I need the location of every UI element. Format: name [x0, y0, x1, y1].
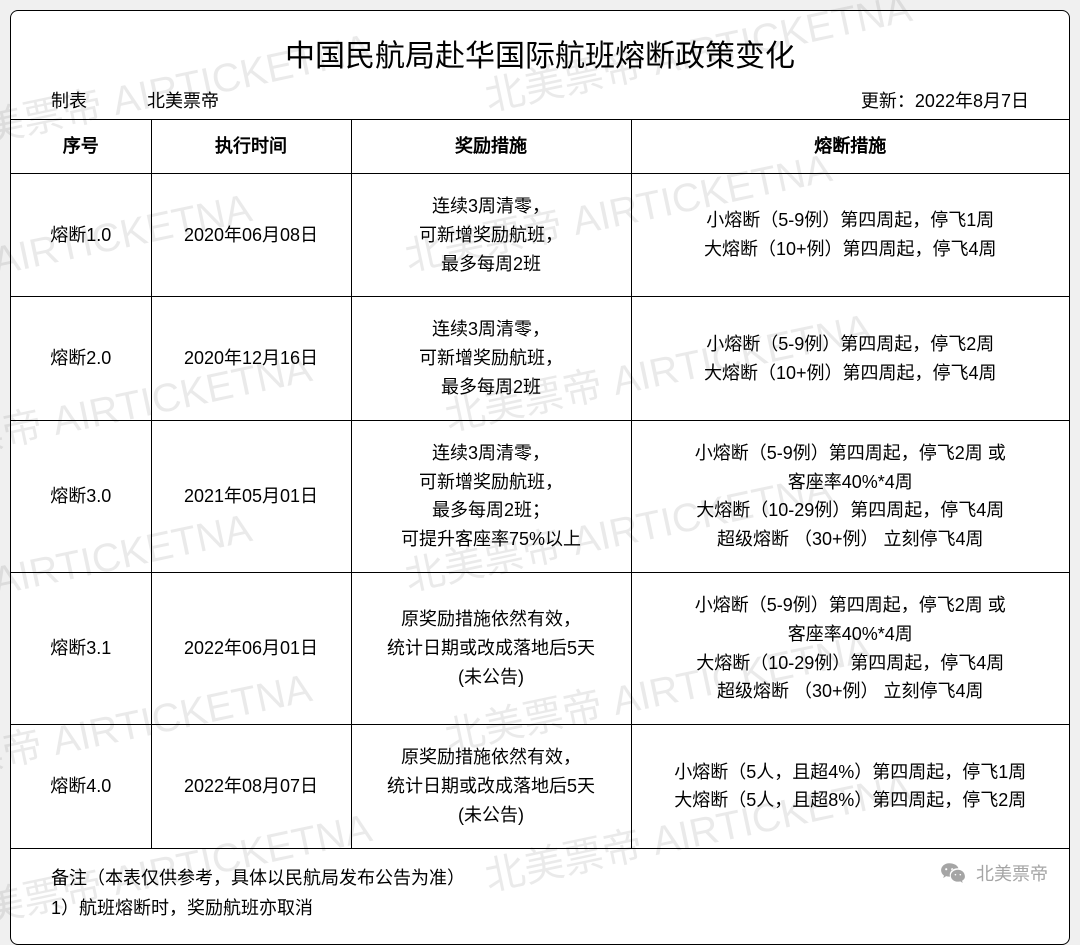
table-row: 熔断4.02022年08月07日原奖励措施依然有效，统计日期或改成落地后5天(未…	[11, 725, 1069, 848]
cell-date: 2021年05月01日	[151, 420, 351, 572]
reward-line: (未公告)	[458, 801, 524, 830]
policy-table-panel: 中国民航局赴华国际航班熔断政策变化 制表 北美票帝 更新：2022年8月7日 序…	[10, 10, 1070, 945]
cell-circuit: 小熔断（5-9例）第四周起，停飞1周大熔断（10+例）第四周起，停飞4周	[631, 174, 1069, 297]
cell-circuit: 小熔断（5-9例）第四周起，停飞2周 或客座率40%*4周大熔断（10-29例）…	[631, 572, 1069, 724]
circuit-line: 超级熔断 （30+例） 立刻停飞4周	[717, 525, 984, 554]
circuit-line: 大熔断（10-29例）第四周起，停飞4周	[696, 496, 1004, 525]
reward-line: 统计日期或改成落地后5天	[387, 634, 595, 663]
reward-line: (未公告)	[458, 663, 524, 692]
circuit-line: 客座率40%*4周	[788, 620, 913, 649]
reward-line: 原奖励措施依然有效，	[401, 743, 581, 772]
circuit-line: 小熔断（5-9例）第四周起，停飞2周 或	[695, 591, 1006, 620]
col-header-date: 执行时间	[151, 120, 351, 174]
wechat-icon	[940, 860, 966, 886]
footer-source: 北美票帝	[940, 860, 1048, 886]
circuit-line: 大熔断（10+例）第四周起，停飞4周	[704, 235, 997, 264]
cell-idx: 熔断1.0	[11, 174, 151, 297]
page-title: 中国民航局赴华国际航班熔断政策变化	[11, 31, 1069, 75]
reward-line: 连续3周清零，	[432, 315, 550, 344]
cell-idx: 熔断3.0	[11, 420, 151, 572]
reward-line: 原奖励措施依然有效，	[401, 605, 581, 634]
circuit-line: 客座率40%*4周	[788, 468, 913, 497]
reward-line: 最多每周2班	[441, 250, 541, 279]
updated-label: 更新：	[861, 91, 915, 111]
circuit-line: 大熔断（5人，且超8%）第四周起，停飞2周	[674, 786, 1026, 815]
reward-line: 最多每周2班	[441, 373, 541, 402]
notes-section: 备注（本表仅供参考，具体以民航局发布公告为准） 1）航班熔断时，奖励航班亦取消	[11, 848, 1069, 944]
circuit-line: 小熔断（5人，且超4%）第四周起，停飞1周	[674, 758, 1026, 787]
policy-table: 序号 执行时间 奖励措施 熔断措施 熔断1.02020年06月08日连续3周清零…	[11, 119, 1069, 848]
reward-line: 最多每周2班；	[432, 496, 550, 525]
reward-line: 连续3周清零，	[432, 192, 550, 221]
table-row: 熔断2.02020年12月16日连续3周清零，可新增奖励航班，最多每周2班小熔断…	[11, 297, 1069, 420]
notes-line-1: 1）航班熔断时，奖励航班亦取消	[51, 893, 1029, 924]
cell-date: 2020年06月08日	[151, 174, 351, 297]
cell-reward: 原奖励措施依然有效，统计日期或改成落地后5天(未公告)	[351, 725, 631, 848]
circuit-line: 大熔断（10-29例）第四周起，停飞4周	[696, 649, 1004, 678]
notes-heading: 备注（本表仅供参考，具体以民航局发布公告为准）	[51, 863, 1029, 894]
cell-idx: 熔断4.0	[11, 725, 151, 848]
cell-reward: 连续3周清零，可新增奖励航班，最多每周2班；可提升客座率75%以上	[351, 420, 631, 572]
table-header-row: 序号 执行时间 奖励措施 熔断措施	[11, 120, 1069, 174]
table-row: 熔断3.02021年05月01日连续3周清零，可新增奖励航班，最多每周2班；可提…	[11, 420, 1069, 572]
cell-date: 2020年12月16日	[151, 297, 351, 420]
reward-line: 统计日期或改成落地后5天	[387, 772, 595, 801]
cell-reward: 原奖励措施依然有效，统计日期或改成落地后5天(未公告)	[351, 572, 631, 724]
cell-reward: 连续3周清零，可新增奖励航班，最多每周2班	[351, 174, 631, 297]
table-row: 熔断3.12022年06月01日原奖励措施依然有效，统计日期或改成落地后5天(未…	[11, 572, 1069, 724]
circuit-line: 超级熔断 （30+例） 立刻停飞4周	[717, 677, 984, 706]
table-body: 熔断1.02020年06月08日连续3周清零，可新增奖励航班，最多每周2班小熔断…	[11, 174, 1069, 848]
col-header-idx: 序号	[11, 120, 151, 174]
updated-value: 2022年8月7日	[915, 91, 1029, 111]
circuit-line: 小熔断（5-9例）第四周起，停飞2周	[706, 330, 994, 359]
reward-line: 可新增奖励航班，	[419, 344, 563, 373]
cell-date: 2022年08月07日	[151, 725, 351, 848]
reward-line: 可新增奖励航班，	[419, 221, 563, 250]
cell-date: 2022年06月01日	[151, 572, 351, 724]
reward-line: 可提升客座率75%以上	[401, 525, 581, 554]
cell-circuit: 小熔断（5人，且超4%）第四周起，停飞1周大熔断（5人，且超8%）第四周起，停飞…	[631, 725, 1069, 848]
meta-row: 制表 北美票帝 更新：2022年8月7日	[11, 87, 1069, 119]
circuit-line: 小熔断（5-9例）第四周起，停飞1周	[706, 206, 994, 235]
prepared-by-value: 北美票帝	[147, 87, 219, 113]
cell-idx: 熔断3.1	[11, 572, 151, 724]
cell-idx: 熔断2.0	[11, 297, 151, 420]
footer-source-label: 北美票帝	[976, 860, 1048, 886]
circuit-line: 小熔断（5-9例）第四周起，停飞2周 或	[695, 439, 1006, 468]
col-header-reward: 奖励措施	[351, 120, 631, 174]
table-row: 熔断1.02020年06月08日连续3周清零，可新增奖励航班，最多每周2班小熔断…	[11, 174, 1069, 297]
circuit-line: 大熔断（10+例）第四周起，停飞4周	[704, 359, 997, 388]
cell-circuit: 小熔断（5-9例）第四周起，停飞2周大熔断（10+例）第四周起，停飞4周	[631, 297, 1069, 420]
cell-circuit: 小熔断（5-9例）第四周起，停飞2周 或客座率40%*4周大熔断（10-29例）…	[631, 420, 1069, 572]
col-header-circuit: 熔断措施	[631, 120, 1069, 174]
reward-line: 可新增奖励航班，	[419, 468, 563, 497]
prepared-by-label: 制表	[51, 87, 87, 113]
reward-line: 连续3周清零，	[432, 439, 550, 468]
cell-reward: 连续3周清零，可新增奖励航班，最多每周2班	[351, 297, 631, 420]
